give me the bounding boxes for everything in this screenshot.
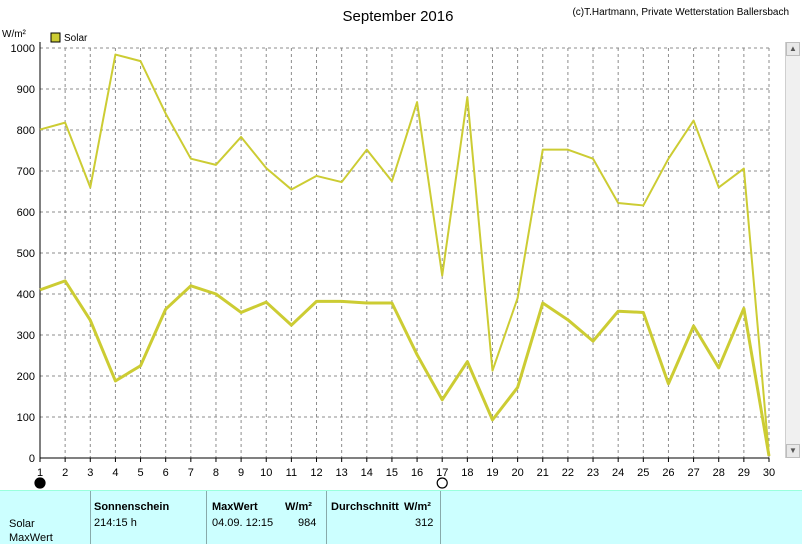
x-tick-label: 3 (87, 467, 93, 479)
x-tick-label: 30 (763, 467, 775, 479)
y-tick-label: 0 (29, 453, 35, 465)
avg-value: 312 (415, 517, 434, 529)
x-tick-label: 10 (260, 467, 272, 479)
max-datetime: 04.09. 12:15 (212, 517, 274, 529)
row-label-maxwert: MaxWert (9, 532, 53, 544)
x-tick-label: 28 (713, 467, 725, 479)
avg-unit: W/m² (404, 501, 431, 513)
x-tick-label: 20 (511, 467, 523, 479)
x-tick-label: 19 (486, 467, 498, 479)
x-tick-label: 15 (386, 467, 398, 479)
full-moon-icon (436, 477, 448, 489)
x-tick-label: 7 (188, 467, 194, 479)
y-tick-label: 700 (17, 166, 35, 178)
scroll-down-arrow[interactable]: ▼ (786, 444, 800, 458)
y-tick-label: 100 (17, 412, 35, 424)
column-divider (206, 491, 207, 544)
x-tick-label: 5 (137, 467, 143, 479)
x-tick-label: 23 (587, 467, 599, 479)
x-tick-label: 11 (286, 467, 297, 479)
y-tick-label: 1000 (11, 43, 35, 55)
x-tick-label: 24 (612, 467, 624, 479)
series-line-max (39, 53, 770, 457)
column-divider (440, 491, 441, 544)
legend-swatch (50, 32, 61, 43)
x-tick-label: 4 (112, 467, 118, 479)
x-tick-label: 9 (238, 467, 244, 479)
x-tick-label: 1 (37, 467, 43, 479)
sunshine-header: Sonnenschein (94, 501, 170, 513)
x-tick-label: 6 (163, 467, 169, 479)
y-tick-label: 200 (17, 371, 35, 383)
x-tick-label: 25 (637, 467, 649, 479)
x-tick-label: 8 (213, 467, 219, 479)
new-moon-icon (34, 477, 46, 489)
solar-chart: September 2016 (c)T.Hartmann, Private We… (2, 7, 789, 489)
y-tick-labels: 0 100 200 300 400 500 600 700 800 900 1000 (11, 43, 35, 465)
copyright-text: (c)T.Hartmann, Private Wetterstation Bal… (572, 7, 789, 18)
vertical-scrollbar[interactable]: ▲ ▼ (785, 42, 800, 458)
x-tick-label: 17 (436, 467, 448, 479)
series-line-mean (39, 279, 771, 457)
x-tick-label: 21 (537, 467, 549, 479)
series-lines (39, 53, 771, 457)
scroll-up-arrow[interactable]: ▲ (786, 42, 800, 56)
x-tick-label: 22 (562, 467, 574, 479)
y-tick-label: 600 (17, 207, 35, 219)
sunshine-value: 214:15 h (94, 517, 137, 529)
y-tick-label: 300 (17, 330, 35, 342)
x-tick-label: 14 (361, 467, 373, 479)
x-tick-label: 12 (310, 467, 322, 479)
y-tick-label: 400 (17, 289, 35, 301)
row-label-solar: Solar (9, 518, 35, 530)
max-unit: W/m² (285, 501, 312, 513)
chart-grid (39, 42, 770, 459)
x-tick-label: 27 (687, 467, 699, 479)
column-divider (326, 491, 327, 544)
max-value: 984 (298, 517, 317, 529)
max-header: MaxWert (212, 501, 258, 513)
legend-label: Solar (64, 33, 88, 44)
x-tick-label: 2 (62, 467, 68, 479)
y-axis-unit: W/m² (2, 29, 27, 40)
x-tick-label: 16 (411, 467, 423, 479)
column-divider (90, 491, 91, 544)
x-tick-label: 18 (461, 467, 473, 479)
chart-title: September 2016 (343, 8, 454, 25)
x-tick-labels: 1 2 3 4 5 6 7 8 9 10 11 12 13 14 15 16 17 18 19 20 21 22 23 24 2… (37, 458, 775, 479)
x-tick-label: 29 (738, 467, 750, 479)
moon-phase-markers (34, 477, 448, 489)
y-tick-label: 500 (17, 248, 35, 260)
y-tick-label: 900 (17, 84, 35, 96)
avg-header: Durchschnitt (331, 501, 399, 513)
x-tick-label: 13 (336, 467, 348, 479)
statistics-panel: Solar MaxWert Sonnenschein 214:15 h MaxW… (0, 490, 802, 544)
x-tick-label: 26 (662, 467, 674, 479)
y-tick-label: 800 (17, 125, 35, 137)
